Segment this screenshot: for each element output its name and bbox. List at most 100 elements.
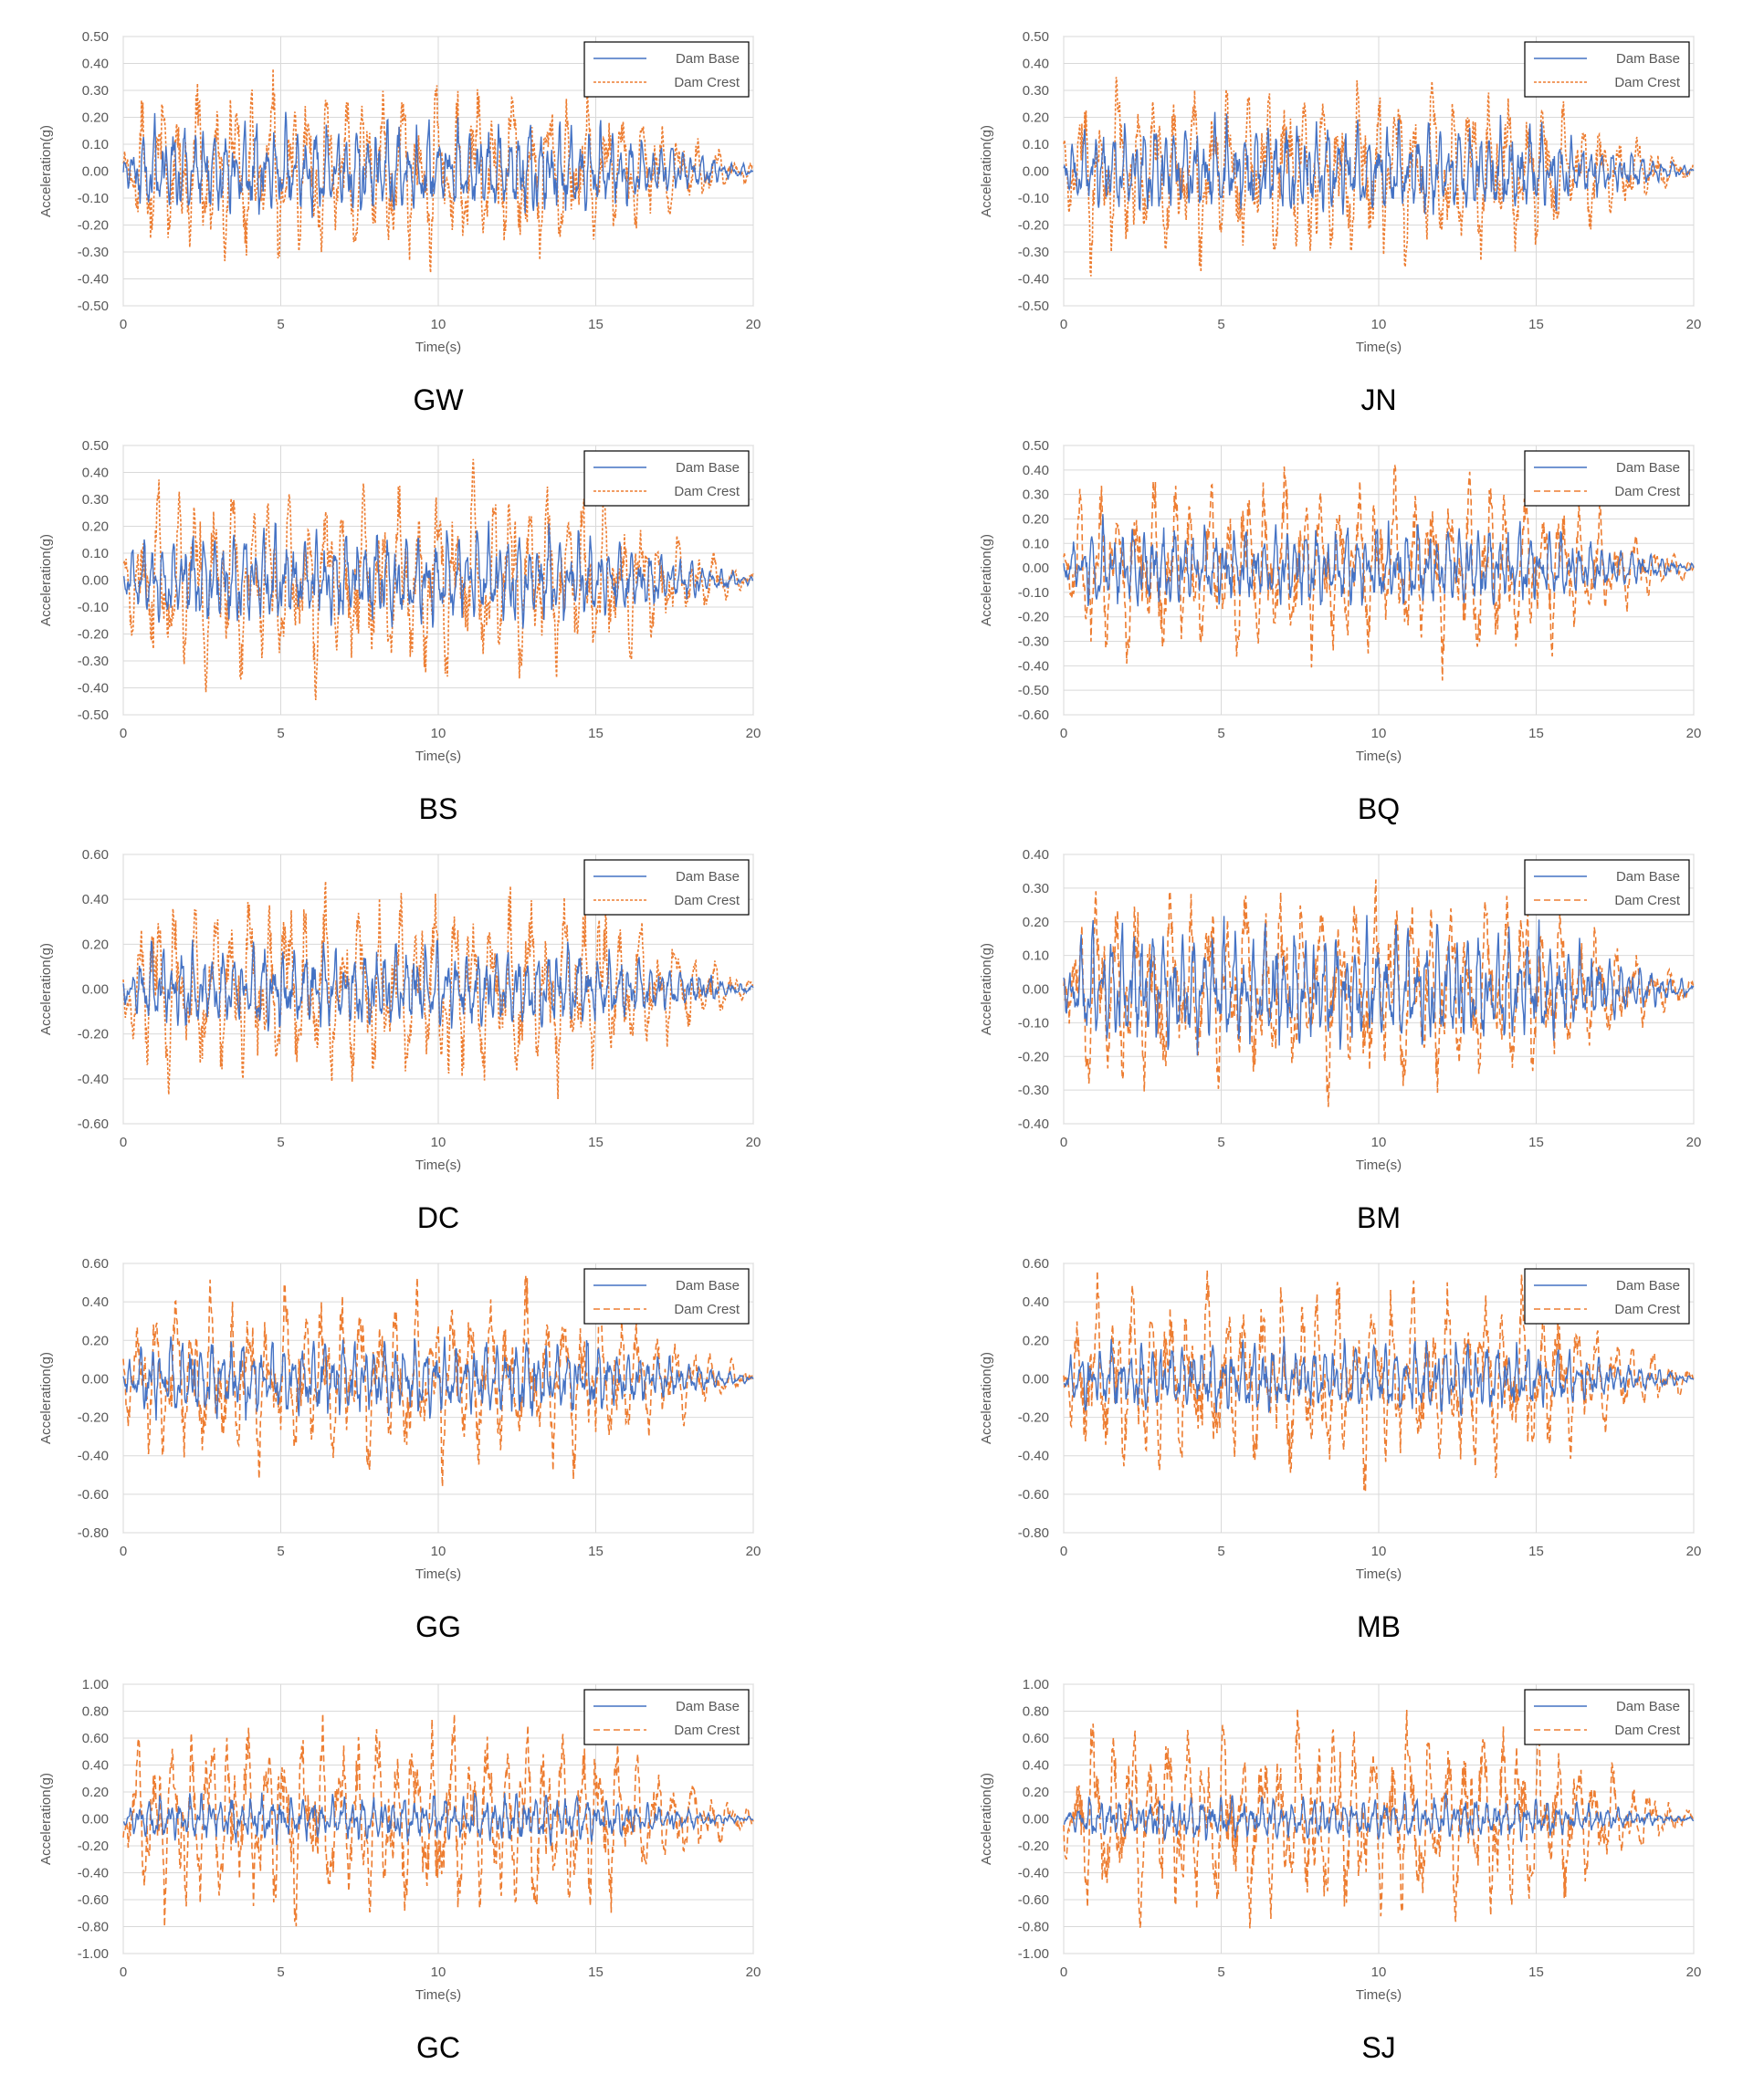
legend-label-dam-base: Dam Base	[676, 1699, 740, 1714]
y-tick-label: 0.40	[82, 1758, 109, 1774]
x-tick-label: 0	[1060, 1544, 1067, 1559]
y-tick-label: -0.30	[1018, 245, 1049, 260]
y-tick-label: 0.10	[1023, 137, 1049, 152]
y-tick-label: -0.20	[1018, 610, 1049, 625]
x-tick-label: 10	[1371, 726, 1387, 741]
chart-caption: GC	[416, 2031, 460, 2064]
legend: Dam Base Dam Crest	[583, 41, 750, 98]
y-tick-label: 0.10	[82, 546, 109, 561]
y-tick-label: 0.40	[1023, 1758, 1049, 1774]
x-tick-label: 10	[431, 1544, 446, 1559]
series-line-dam-base	[1063, 1791, 1695, 1843]
legend-label-dam-crest: Dam Crest	[674, 75, 740, 90]
x-tick-label: 10	[431, 317, 446, 332]
y-tick-label: -0.30	[78, 654, 109, 669]
y-tick-label: 0.00	[1023, 1371, 1049, 1387]
x-tick-label: 10	[1371, 1965, 1387, 1980]
x-tick-label: 15	[1528, 317, 1544, 332]
y-tick-label: 0.50	[1023, 29, 1049, 45]
y-tick-label: -0.60	[78, 1487, 109, 1503]
y-tick-label: -0.40	[78, 681, 109, 697]
legend-box	[583, 41, 750, 98]
x-tick-label: 0	[1060, 1135, 1067, 1150]
legend: Dam Base Dam Crest	[583, 1689, 750, 1745]
y-tick-label: -0.60	[1018, 1892, 1049, 1908]
x-axis-title: Time(s)	[415, 1987, 461, 2003]
series-line-dam-base	[1063, 1336, 1695, 1417]
y-tick-label: 0.00	[1023, 561, 1049, 576]
chart-sj: 1.00 0.80 0.60 0.40 0.20 0.00 -0.20 -0.40 -0.60 -…	[979, 1677, 1702, 2003]
y-tick-label: -0.20	[78, 1410, 109, 1426]
x-tick-label: 0	[120, 1135, 127, 1150]
y-axis-title: Acceleration(g)	[38, 943, 54, 1035]
x-tick-label: 20	[746, 1965, 761, 1980]
series-line-dam-base	[122, 1336, 754, 1421]
y-tick-label: 0.40	[82, 892, 109, 907]
x-tick-label: 15	[588, 1965, 604, 1980]
y-axis-title: Acceleration(g)	[979, 1773, 994, 1865]
x-tick-label: 0	[120, 1965, 127, 1980]
legend: Dam Base Dam Crest	[1524, 450, 1690, 507]
y-tick-label: 0.40	[82, 57, 109, 72]
x-tick-label: 20	[1686, 1135, 1702, 1150]
y-tick-label: -0.10	[78, 191, 109, 206]
series-line-dam-base	[1063, 514, 1695, 607]
y-tick-label: 1.00	[82, 1677, 109, 1692]
x-tick-label: 20	[1686, 726, 1702, 741]
y-tick-label: 0.00	[1023, 1812, 1049, 1828]
series-line-dam-base	[122, 111, 753, 218]
y-tick-label: 0.00	[82, 573, 109, 589]
y-axis-title: Acceleration(g)	[38, 1773, 54, 1865]
chart-gw: 0.50 0.40 0.30 0.20 0.10 0.00 -0.10 -0.20 -0.30 -…	[38, 29, 761, 355]
x-tick-label: 5	[277, 1965, 284, 1980]
chart-gg: 0.60 0.40 0.20 0.00 -0.20 -0.40 -0.60 -0.80 0 5 10…	[38, 1256, 761, 1582]
legend-label-dam-crest: Dam Crest	[1614, 1302, 1681, 1317]
legend-box	[1524, 1689, 1690, 1745]
x-tick-label: 20	[1686, 1965, 1702, 1980]
x-tick-label: 20	[1686, 317, 1702, 332]
y-tick-label: -0.20	[1018, 1410, 1049, 1426]
y-tick-label: -0.20	[78, 1839, 109, 1854]
chart-caption: DC	[416, 1201, 460, 1234]
y-tick-label: 0.60	[82, 1731, 109, 1746]
y-tick-label: 0.60	[82, 1256, 109, 1272]
series-line-dam-crest	[1063, 1270, 1695, 1493]
y-tick-label: 0.10	[1023, 536, 1049, 551]
chart-panel-jn: 0.50 0.40 0.30 0.20 0.10 0.00 -0.10 -0.20 -0.30 -…	[977, 18, 1764, 420]
chart-bq: 0.50 0.40 0.30 0.20 0.10 0.00 -0.10 -0.20 -0.30 -…	[979, 438, 1702, 764]
y-axis-title: Acceleration(g)	[38, 534, 54, 626]
legend-label-dam-crest: Dam Crest	[674, 893, 740, 908]
y-tick-label: 1.00	[1023, 1677, 1049, 1692]
x-tick-label: 0	[120, 726, 127, 741]
y-tick-label: 0.20	[82, 1785, 109, 1800]
x-tick-label: 5	[277, 317, 284, 332]
x-tick-label: 5	[1217, 1544, 1224, 1559]
x-axis-title: Time(s)	[1356, 1987, 1402, 2003]
legend: Dam Base Dam Crest	[583, 859, 750, 916]
y-tick-label: -0.60	[1018, 707, 1049, 723]
x-axis-title: Time(s)	[415, 1158, 461, 1173]
y-tick-label: -0.20	[78, 218, 109, 234]
y-tick-label: 0.50	[82, 438, 109, 454]
y-tick-label: -0.30	[1018, 634, 1049, 650]
y-axis-title: Acceleration(g)	[38, 1352, 54, 1444]
x-axis-title: Time(s)	[415, 749, 461, 764]
x-tick-label: 0	[1060, 317, 1067, 332]
x-tick-label: 20	[746, 1135, 761, 1150]
legend-label-dam-crest: Dam Crest	[1614, 484, 1681, 499]
chart-caption: MB	[1357, 1610, 1401, 1643]
chart-caption: BS	[418, 792, 458, 825]
x-axis-title: Time(s)	[415, 340, 461, 355]
x-tick-label: 10	[1371, 1135, 1387, 1150]
legend-label-dam-base: Dam Base	[1616, 460, 1680, 476]
series-line-dam-crest	[1063, 1708, 1695, 1929]
y-tick-label: 0.20	[1023, 1333, 1049, 1348]
y-axis-title: Acceleration(g)	[979, 125, 994, 217]
x-tick-label: 15	[588, 1544, 604, 1559]
x-tick-label: 20	[1686, 1544, 1702, 1559]
y-tick-label: 0.00	[82, 982, 109, 998]
x-tick-label: 10	[431, 726, 446, 741]
y-tick-label: 0.40	[1023, 847, 1049, 863]
legend-label-dam-crest: Dam Crest	[674, 1723, 740, 1738]
y-tick-label: 0.00	[82, 1371, 109, 1387]
